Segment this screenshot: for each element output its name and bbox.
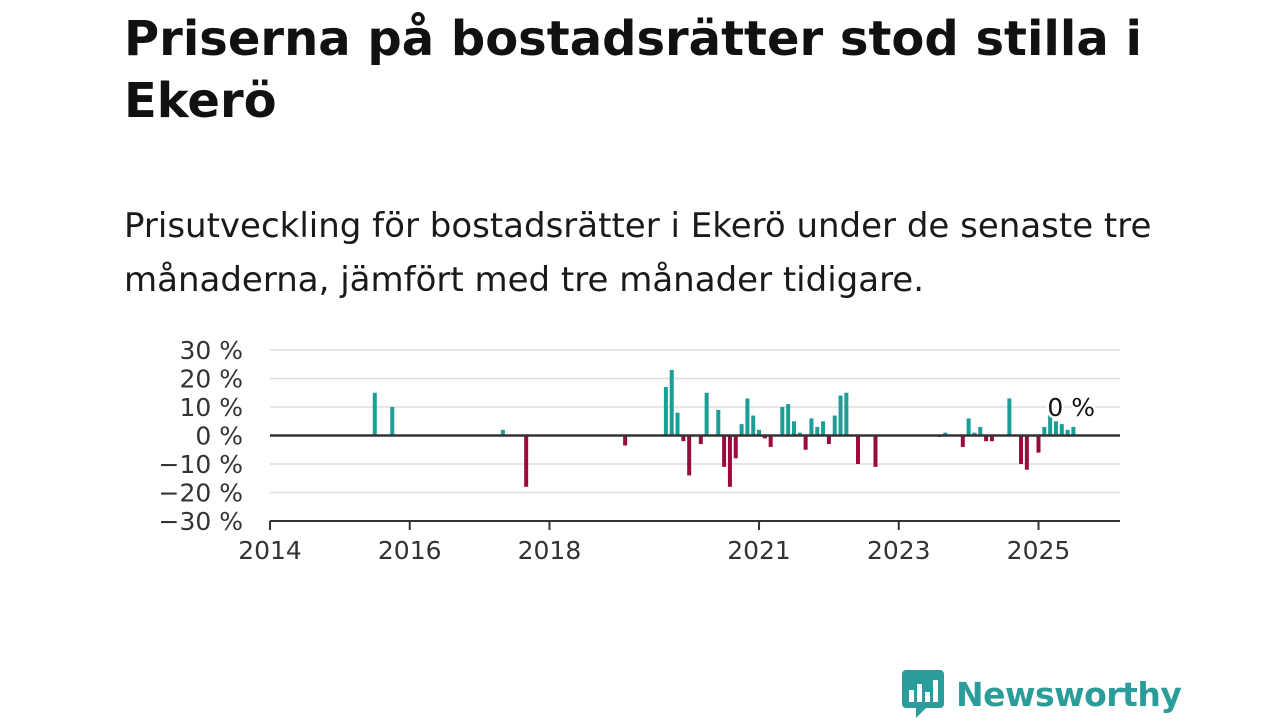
bar <box>838 395 843 436</box>
bar <box>1024 435 1029 470</box>
bar <box>809 418 814 436</box>
bar <box>978 426 983 436</box>
bar <box>984 435 989 442</box>
axes <box>269 434 1120 530</box>
bar <box>972 432 977 436</box>
bar <box>372 392 377 436</box>
x-tick-label: 2016 <box>378 536 442 565</box>
x-tick-label: 2018 <box>518 536 582 565</box>
chart-subtitle: Prisutveckling för bostadsrätter i Ekerö… <box>124 206 1152 300</box>
bar <box>821 421 826 436</box>
y-tick-label: 30 % <box>179 336 243 365</box>
bar <box>815 426 820 436</box>
bar <box>873 435 878 467</box>
x-tick-label: 2014 <box>238 536 302 565</box>
bar <box>623 435 628 446</box>
bar <box>739 424 744 436</box>
bar <box>791 421 796 436</box>
bar <box>989 435 994 442</box>
bar <box>687 435 692 476</box>
bar <box>826 435 831 445</box>
bar <box>757 429 762 436</box>
bar <box>1007 398 1012 436</box>
bar <box>727 435 732 487</box>
x-tick-label: 2025 <box>1007 536 1071 565</box>
bar <box>698 435 703 445</box>
bar <box>745 398 750 436</box>
y-tick-label: −20 % <box>159 479 243 508</box>
y-tick-label: 10 % <box>179 393 243 422</box>
bar <box>768 435 773 447</box>
bar <box>780 407 785 436</box>
newsworthy-logo-icon <box>902 670 944 718</box>
bar <box>1059 424 1064 436</box>
bar <box>1071 426 1076 436</box>
bar <box>966 418 971 436</box>
brand-name: Newsworthy <box>956 674 1182 714</box>
bar <box>716 409 721 436</box>
price-change-bar-chart: 30 %20 %10 %0 %−10 %−20 %−30 %2014 2016 20… <box>159 336 1120 565</box>
bar <box>943 432 948 436</box>
bar <box>832 415 837 436</box>
bar <box>1053 421 1058 436</box>
x-tick-label: 2023 <box>867 536 931 565</box>
bars <box>372 369 1076 487</box>
bar <box>500 429 505 436</box>
grid-lines <box>270 349 1120 494</box>
bar <box>786 404 791 436</box>
brand-logo: Newsworthy <box>902 668 1182 720</box>
y-tick-label: 0 % <box>195 422 243 451</box>
bar <box>524 435 529 487</box>
latest-value-label: 0 % <box>1047 393 1095 422</box>
bar <box>722 435 727 467</box>
bar <box>1019 435 1024 464</box>
bar <box>390 407 395 436</box>
bar <box>762 435 767 439</box>
bar <box>1042 426 1047 436</box>
bar <box>1048 407 1053 436</box>
bar <box>733 435 738 459</box>
bar <box>803 435 808 450</box>
y-tick-label: −10 % <box>159 450 243 479</box>
bar <box>681 435 686 442</box>
bar <box>797 432 802 436</box>
bar <box>844 392 849 436</box>
y-tick-label: 20 % <box>179 365 243 394</box>
bar <box>856 435 861 464</box>
bar <box>663 387 668 436</box>
bar <box>751 415 756 436</box>
bar <box>960 435 965 447</box>
x-tick-label: 2021 <box>727 536 791 565</box>
labels: 30 %20 %10 %0 %−10 %−20 %−30 %2014 2016 20… <box>159 336 1098 565</box>
bar <box>1036 435 1041 453</box>
bar <box>669 369 674 436</box>
bar <box>675 412 680 436</box>
y-tick-label: −30 % <box>159 507 243 536</box>
bar <box>1065 429 1070 436</box>
bar <box>704 392 709 436</box>
chart-title: Priserna på bostadsrätter stod stilla i … <box>124 11 1142 129</box>
